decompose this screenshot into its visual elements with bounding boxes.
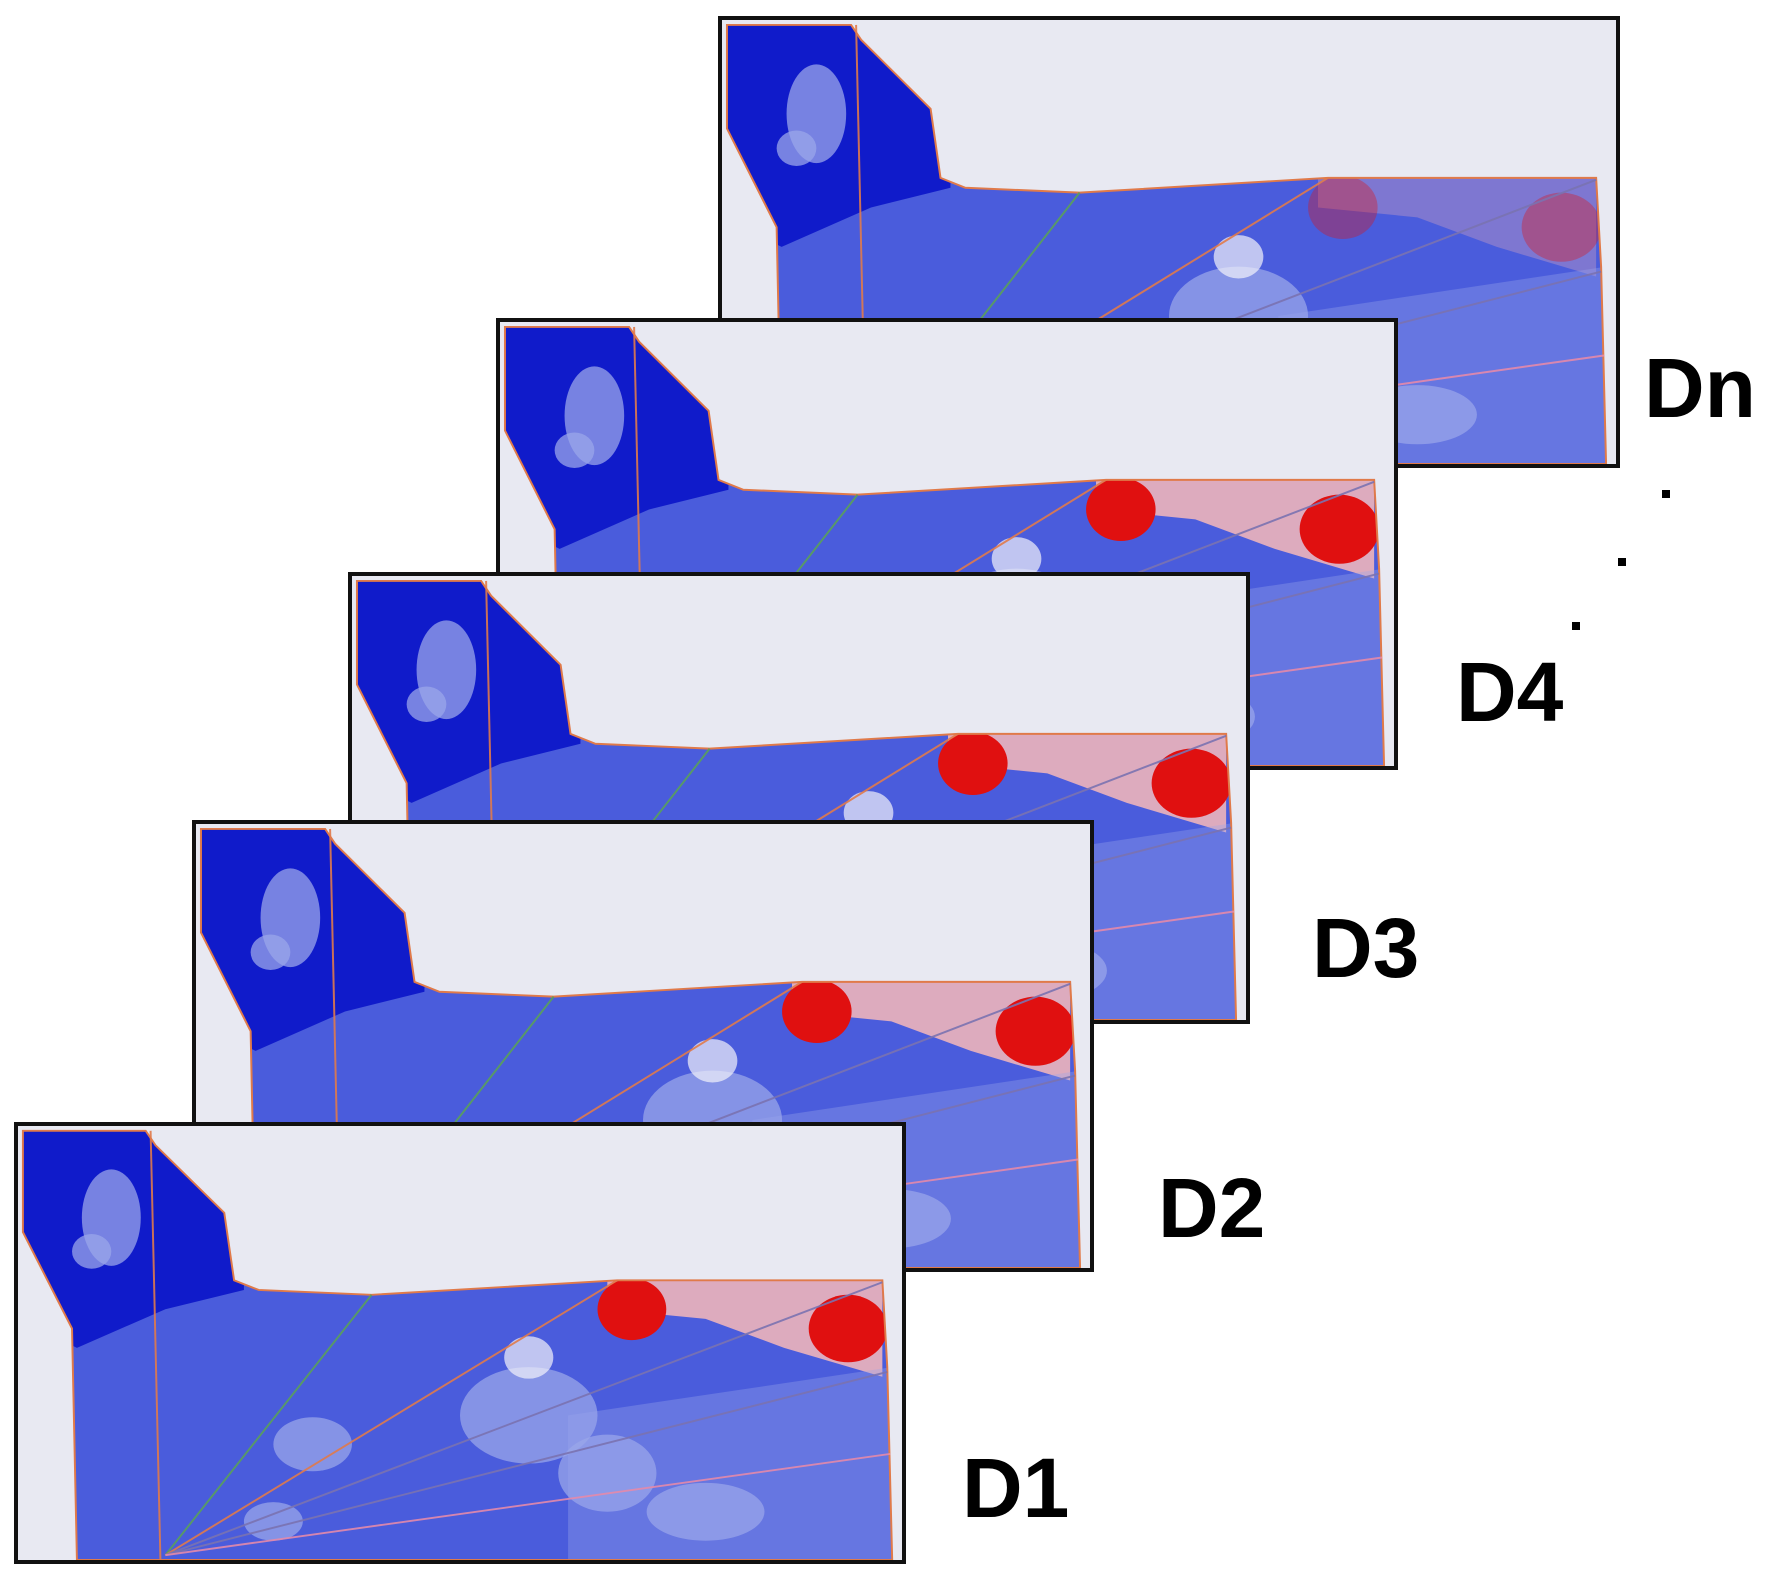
ellipsis-dot-2 (1618, 558, 1626, 566)
label-d1: D1 (962, 1441, 1070, 1535)
label-d3: D3 (1312, 901, 1420, 995)
field-map-d1 (21, 1129, 894, 1560)
label-d2: D2 (1158, 1161, 1266, 1255)
panel-d1 (14, 1122, 906, 1564)
label-dn: Dn (1644, 341, 1756, 435)
ellipsis-dot-3 (1572, 622, 1580, 630)
label-d4: D4 (1456, 645, 1564, 739)
ellipsis-dot-1 (1662, 490, 1670, 498)
